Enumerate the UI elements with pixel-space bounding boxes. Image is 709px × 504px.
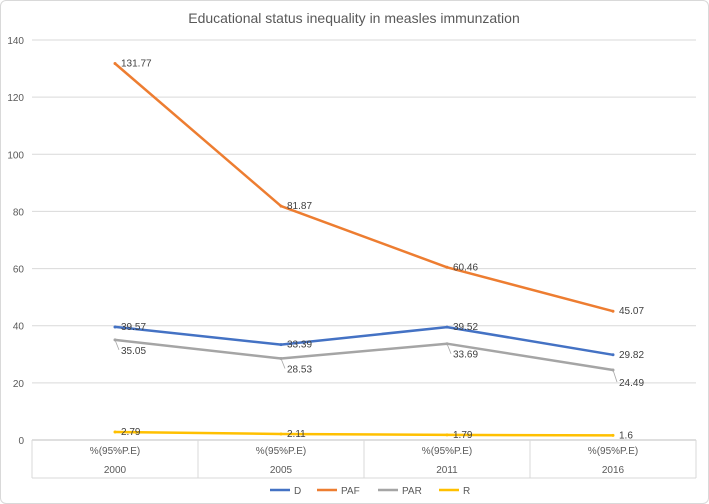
legend-label-r: R (463, 486, 470, 497)
x-tick-label: 2005 (270, 465, 293, 476)
series-line-r (114, 430, 614, 437)
series-line-paf (114, 62, 614, 313)
data-labels: 39.57 33.39 39.52 29.82 131.77 81.87 60.46 45.0… (114, 59, 644, 441)
data-point-r (279, 432, 283, 436)
data-label-r: 1.6 (619, 430, 633, 441)
data-label-paf: 60.46 (453, 262, 478, 273)
series-group (113, 62, 615, 437)
y-tick-label: 100 (7, 150, 24, 161)
x-tick-sublabel: %(95%P.E) (256, 446, 306, 457)
data-label-paf: 45.07 (619, 306, 644, 317)
y-tick-label: 20 (13, 379, 25, 390)
data-point-r (445, 433, 449, 437)
data-label-d: 39.52 (453, 322, 478, 333)
series-line-par (114, 338, 614, 372)
data-point-paf (445, 265, 449, 269)
data-label-paf: 81.87 (287, 201, 312, 212)
data-point-d (611, 353, 615, 357)
data-label-r: 2.11 (287, 429, 306, 440)
leader-line (114, 339, 120, 351)
data-label-par: 28.53 (287, 364, 312, 375)
x-tick-label: 2011 (436, 465, 458, 476)
data-point-d (279, 343, 283, 347)
x-tick-sublabel: %(95%P.E) (588, 446, 638, 457)
y-tick-label: 60 (13, 265, 25, 276)
leader-line (446, 343, 452, 354)
data-label-r: 1.79 (453, 430, 473, 441)
y-axis: 0 20 40 60 80 100 120 140 (7, 36, 24, 447)
data-point-paf (611, 309, 615, 313)
data-label-d: 33.39 (287, 340, 312, 351)
leader-line (612, 369, 618, 383)
legend-label-par: PAR (402, 486, 422, 497)
x-tick-sublabel: %(95%P.E) (90, 446, 140, 457)
legend: D PAF PAR R (270, 486, 470, 497)
data-label-paf: 131.77 (121, 59, 152, 70)
legend-label-d: D (294, 486, 301, 497)
data-label-d: 39.57 (121, 322, 146, 333)
data-point-r (611, 433, 615, 437)
y-tick-label: 80 (13, 207, 25, 218)
gridlines (32, 39, 696, 384)
data-point-paf (279, 204, 283, 208)
x-tick-sublabel: %(95%P.E) (422, 446, 472, 457)
y-tick-label: 140 (7, 36, 24, 47)
legend-label-paf: PAF (341, 486, 360, 497)
data-label-d: 29.82 (619, 350, 644, 361)
data-point-d (445, 325, 449, 329)
data-point-r (113, 430, 117, 434)
y-tick-label: 40 (13, 322, 25, 333)
data-point-paf (113, 62, 117, 66)
data-label-par: 35.05 (121, 346, 146, 357)
y-tick-label: 0 (18, 436, 24, 447)
data-label-par: 24.49 (619, 378, 644, 389)
data-label-r: 2.79 (121, 427, 141, 438)
leader-line (280, 358, 286, 369)
y-tick-label: 120 (7, 93, 24, 104)
x-axis: %(95%P.E) 2000 %(95%P.E) 2005 %(95%P.E) 2011%… (31, 439, 697, 479)
data-label-par: 33.69 (453, 350, 478, 361)
x-tick-label: 2016 (602, 465, 625, 476)
x-tick-label: 2000 (104, 465, 127, 476)
chart-title: Educational status inequality in measles… (188, 10, 520, 26)
data-point-d (113, 325, 117, 329)
series-line-d (114, 325, 614, 357)
